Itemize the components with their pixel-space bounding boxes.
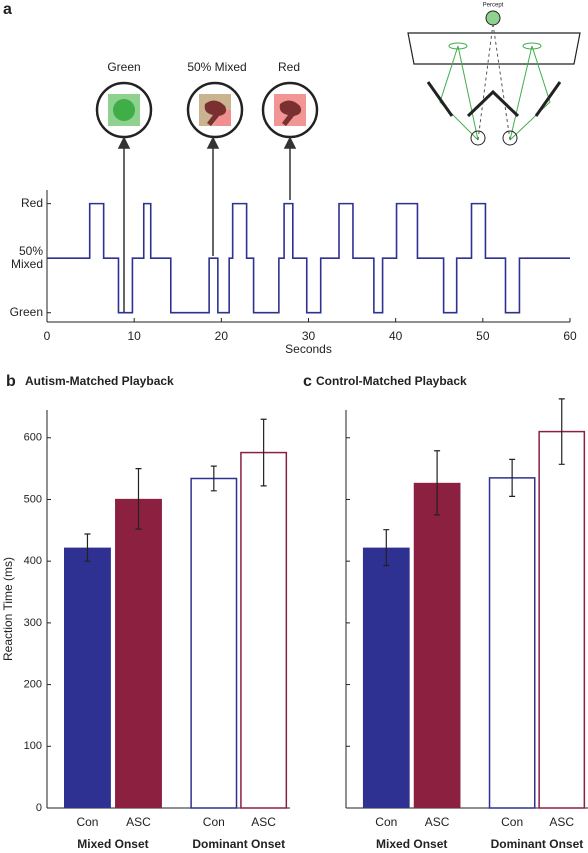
y-tick-label: 0 [36, 802, 42, 814]
stimulus [522, 42, 542, 50]
panel-label: a [3, 1, 12, 18]
arrow-head [206, 136, 220, 149]
group-label: Mixed Onset [376, 837, 447, 851]
y-tick-label: 300 [24, 617, 42, 629]
arrows [117, 136, 297, 313]
y-tick-label: Green [9, 305, 43, 320]
diagram-label: Percept [483, 3, 504, 9]
x-tick-label: 40 [389, 329, 403, 343]
bar [190, 477, 238, 809]
stimulus-label: Red [278, 60, 300, 74]
y-tick-label: 500 [24, 493, 42, 505]
bar [488, 477, 536, 809]
error-bar [558, 398, 565, 465]
stimulus-label: 50% Mixed [187, 60, 246, 74]
x-tick-label: Con [76, 815, 98, 829]
percept-ray [477, 23, 511, 141]
eye [502, 130, 518, 146]
y-tick-label-box: Red [20, 196, 43, 211]
x-axis-label: Seconds [285, 342, 332, 356]
group-label: Dominant Onset [491, 837, 584, 851]
x-tick-label: ASC [251, 815, 276, 829]
x-tick-label: 10 [127, 329, 141, 343]
mirror [426, 81, 562, 118]
step-line [47, 202, 570, 314]
x-tick-label: Con [203, 815, 225, 829]
y-tick-label-box: 50% Mixed [10, 244, 43, 272]
y-tick-label: Red [20, 196, 43, 211]
stimulus-icons [95, 81, 319, 139]
bar [538, 430, 586, 809]
y-tick-label: 100 [24, 740, 42, 752]
bar [413, 482, 461, 808]
stimulus [448, 42, 468, 50]
arrow-head [283, 136, 297, 149]
light-path [439, 45, 551, 141]
x-tick-label: 30 [302, 329, 316, 343]
icon-ball [113, 99, 135, 121]
y-tick-label: 600 [24, 432, 42, 444]
error-bar [210, 465, 217, 492]
y-tick-label: 200 [24, 678, 42, 690]
x-tick-label: ASC [126, 815, 151, 829]
x-tick-label: 60 [563, 329, 577, 343]
y-axis-label: Reaction Time (ms) [1, 557, 15, 661]
eye [470, 130, 486, 146]
group-label: Dominant Onset [192, 837, 285, 851]
screen [407, 32, 581, 65]
panel-label: c [303, 373, 312, 390]
panel-label: b [6, 373, 16, 390]
error-bar [383, 529, 390, 567]
y-tick-label: 50% Mixed [10, 244, 43, 272]
y-tick-label: 400 [24, 555, 42, 567]
bar [240, 451, 288, 809]
stimulus-label: Green [107, 60, 140, 74]
icon-shape [204, 100, 227, 126]
error-bar [434, 450, 441, 516]
x-tick-label: Con [501, 815, 523, 829]
x-tick-label: Con [375, 815, 397, 829]
error-bar [84, 533, 91, 562]
icon-shape [279, 100, 302, 126]
stereoscope-diagram [407, 10, 581, 146]
bar [362, 547, 410, 808]
x-tick-label: 0 [44, 329, 51, 343]
x-tick-label: 50 [476, 329, 490, 343]
bar [64, 547, 111, 808]
error-bar [509, 458, 516, 497]
bar [115, 498, 162, 808]
percept-icon [485, 10, 501, 26]
x-tick-label: ASC [549, 815, 574, 829]
x-tick-label: 20 [215, 329, 229, 343]
chart-title: Autism-Matched Playback [25, 374, 174, 388]
chart-title: Control-Matched Playback [316, 374, 467, 388]
error-bar [135, 468, 142, 530]
y-tick-label-box: Green [9, 305, 43, 320]
arrow-head [117, 136, 131, 149]
x-tick-label: ASC [425, 815, 450, 829]
group-label: Mixed Onset [77, 837, 148, 851]
error-bar [260, 418, 267, 487]
